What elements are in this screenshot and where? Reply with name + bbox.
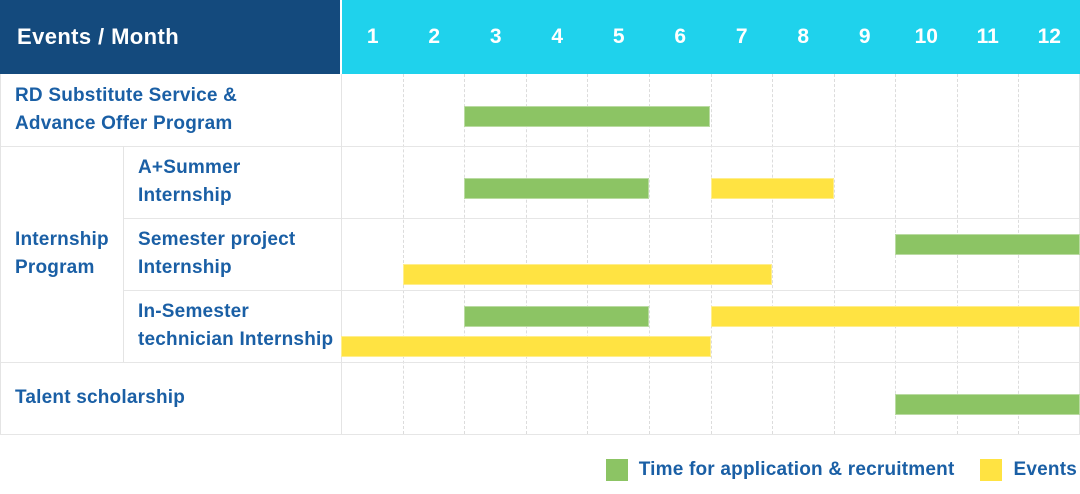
bar-events-a-plus-summer-internship <box>710 178 834 199</box>
month-header-10: 10 <box>914 25 938 48</box>
row-label-semester-project-internship: Semester project Internship <box>123 218 341 290</box>
month-header-4: 4 <box>551 25 564 48</box>
row-label-line: Internship <box>138 257 232 278</box>
row-divider <box>0 362 1080 363</box>
group-label-internship-program: Internship Program <box>0 146 123 362</box>
row-label-line: RD Substitute Service & <box>15 85 238 106</box>
bar-recruitment-a-plus-summer-internship <box>464 178 649 199</box>
legend: Time for application & recruitment Events <box>605 457 1077 483</box>
legend-item-events: Events <box>980 459 1077 481</box>
bar-recruitment-talent-scholarship <box>895 394 1080 415</box>
month-header-2: 2 <box>428 25 441 48</box>
row-divider <box>123 290 1080 291</box>
row-label-line: Semester project <box>138 229 296 250</box>
row-label-line: Advance Offer Program <box>15 113 233 134</box>
legend-label-events: Events <box>1013 459 1077 480</box>
legend-swatch-events <box>980 459 1003 481</box>
month-header-12: 12 <box>1037 25 1061 48</box>
bar-recruitment-in-semester-technician-internship <box>464 306 649 327</box>
bar-events-in-semester-technician-internship <box>710 306 1080 327</box>
label-column-border <box>341 74 342 434</box>
row-label-rd-substitute-advance-offer: RD Substitute Service & Advance Offer Pro… <box>0 74 341 146</box>
month-header-row: 1 2 3 4 5 6 7 8 9 10 11 12 <box>342 0 1080 74</box>
month-gridline <box>648 74 650 434</box>
month-header-8: 8 <box>797 25 810 48</box>
month-gridline <box>833 74 835 434</box>
row-label-line: Talent scholarship <box>15 387 186 408</box>
row-label-line: technician Internship <box>138 329 334 350</box>
month-gridline <box>587 74 589 434</box>
month-header-9: 9 <box>858 25 871 48</box>
month-header-6: 6 <box>674 25 687 48</box>
row-label-talent-scholarship: Talent scholarship <box>0 362 341 434</box>
month-gridline <box>464 74 466 434</box>
sub-label-divider <box>123 146 124 362</box>
month-gridline <box>525 74 527 434</box>
row-label-line: In-Semester <box>138 301 249 322</box>
month-gridline <box>402 74 404 434</box>
bar-recruitment-semester-project-internship <box>895 234 1080 255</box>
month-header-7: 7 <box>735 25 748 48</box>
row-label-line: Internship <box>138 185 232 206</box>
month-header-3: 3 <box>489 25 502 48</box>
month-gridline <box>710 74 712 434</box>
row-label-line: A+Summer <box>138 157 241 178</box>
bar-recruitment-rd-substitute-advance-offer <box>464 106 711 127</box>
row-divider <box>123 218 1080 219</box>
corner-header-label: Events / Month <box>17 24 180 49</box>
legend-swatch-recruitment <box>605 459 628 481</box>
group-label-line: Program <box>15 257 95 278</box>
row-label-a-plus-summer-internship: A+Summer Internship <box>123 146 341 218</box>
row-divider <box>0 434 1080 435</box>
table-left-border <box>0 74 1 434</box>
month-header-5: 5 <box>612 25 625 48</box>
month-gridline <box>772 74 774 434</box>
row-label-in-semester-technician-internship: In-Semester technician Internship <box>123 290 341 362</box>
row-divider <box>0 146 1080 147</box>
legend-label-recruitment: Time for application & recruitment <box>638 459 955 480</box>
group-label-line: Internship <box>15 229 109 250</box>
bar-events-semester-project-internship <box>402 264 773 285</box>
month-header-1: 1 <box>366 25 379 48</box>
corner-header-cell: Events / Month <box>0 0 340 74</box>
legend-item-recruitment: Time for application & recruitment <box>605 459 955 481</box>
bar-events-in-semester-technician-internship <box>341 336 711 357</box>
month-header-11: 11 <box>976 25 999 48</box>
